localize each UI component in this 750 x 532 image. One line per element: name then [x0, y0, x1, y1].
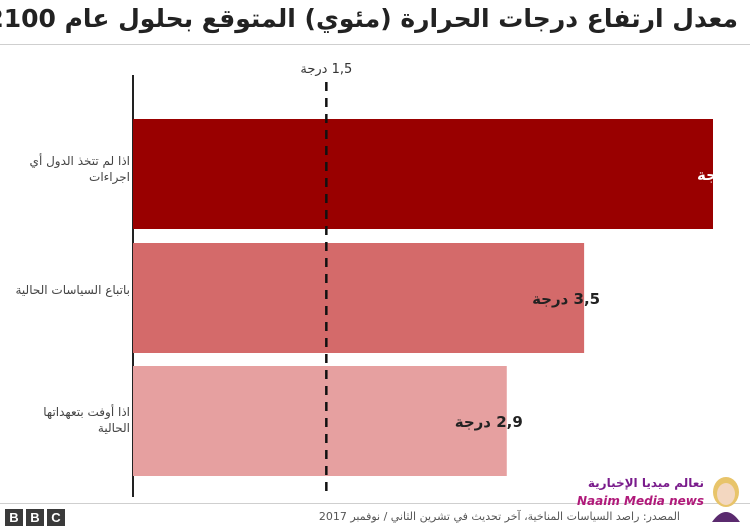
- footer-divider: [0, 503, 750, 504]
- watermark-latin: Naaim Media news: [576, 494, 704, 508]
- bar: [133, 119, 713, 229]
- bar-value-label: 2,9 درجة: [455, 413, 523, 431]
- bar: [133, 243, 585, 353]
- category-label-current-policies: باتباع السياسات الحالية: [15, 283, 131, 297]
- reference-line-label: 1,5 درجة: [300, 62, 352, 77]
- bar-value-label: 4,5 درجة: [697, 166, 750, 184]
- bar: [133, 366, 507, 476]
- chart-title: معدل ارتفاع درجات الحرارة (مئوي) المتوقع…: [0, 4, 738, 33]
- bbc-logo-letter: C: [47, 509, 65, 526]
- source-note: المصدر: راصد السياسات المناخية، آخر تحدي…: [318, 510, 680, 523]
- watermark-arabic: نعالم ميديا الإخبارية: [587, 476, 704, 490]
- bar-value-label: 3,5 درجة: [532, 290, 600, 308]
- bbc-logo: B B C: [5, 509, 65, 526]
- watermark-avatar-icon: [712, 477, 740, 522]
- bbc-logo-letter: B: [5, 509, 23, 526]
- bbc-logo-letter: B: [26, 509, 44, 526]
- title-divider: [0, 44, 750, 45]
- category-label-no-action: اذا لم تتخذ الدول أي اجراءات: [29, 154, 130, 184]
- category-label-current-pledges: اذا أوفت بتعهداتها الحالية: [43, 405, 130, 435]
- watermark: نعالم ميديا الإخبارية Naaim Media news: [577, 472, 744, 528]
